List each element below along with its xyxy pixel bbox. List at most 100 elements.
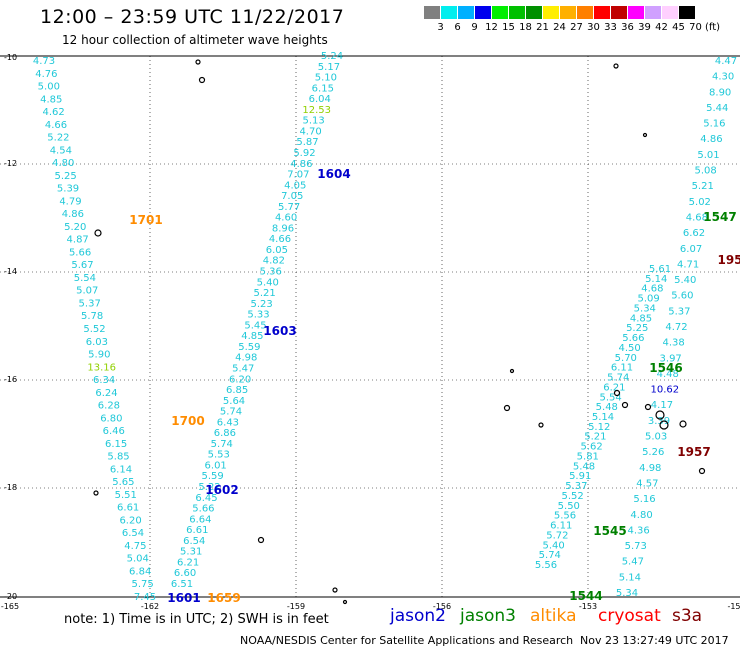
swh-value: 5.74 (539, 550, 561, 561)
swh-value: 4.17 (651, 400, 673, 411)
swh-value: 4.85 (241, 331, 263, 342)
swh-value: 5.21 (584, 432, 606, 443)
colorbar-swatch (424, 6, 441, 19)
legend-jason2: jason2 (390, 606, 446, 626)
swh-value: 4.79 (59, 196, 81, 207)
island-outline (509, 368, 515, 374)
swh-value: 4.68 (686, 212, 708, 223)
colorbar-swatch (628, 6, 645, 19)
island-outline (198, 76, 206, 84)
swh-value: 5.14 (645, 274, 667, 285)
latitude-label: -12 (4, 159, 17, 168)
colorbar-label: 15 (502, 22, 515, 33)
swh-value: 5.90 (88, 350, 110, 361)
legend-s3a: s3a (672, 606, 703, 626)
swh-value: 5.26 (642, 447, 664, 458)
swh-value: 6.15 (312, 83, 334, 94)
swh-value: 5.59 (201, 471, 223, 482)
swh-value: 3.39 (648, 416, 670, 427)
swh-value: 6.15 (105, 439, 127, 450)
colorbar-label: 70 (689, 22, 702, 33)
swh-value: 6.24 (95, 388, 117, 399)
swh-value: 5.22 (198, 482, 220, 493)
swh-value: 5.36 (260, 267, 282, 278)
island-outline (698, 467, 706, 475)
pass-label: 1546 (649, 361, 682, 375)
swh-value: 4.70 (299, 126, 321, 137)
swh-value: 5.09 (637, 294, 659, 305)
chart-title: 12:00 – 23:59 UTC 11/22/2017 (40, 6, 345, 28)
colorbar-label: 12 (485, 22, 498, 33)
swh-value: 5.13 (302, 116, 324, 127)
swh-value: 5.52 (83, 324, 105, 335)
swh-value: 5.04 (127, 554, 149, 565)
swh-value: 5.25 (55, 171, 77, 182)
swh-value: 5.16 (633, 494, 655, 505)
swh-value: 5.87 (296, 137, 318, 148)
colorbar-label: 24 (553, 22, 566, 33)
swh-value: 6.43 (217, 417, 239, 428)
pass-label: 1957 (677, 445, 710, 459)
pass-label: 1701 (129, 213, 162, 227)
swh-value: 3.97 (660, 353, 682, 364)
swh-value: 6.11 (550, 521, 572, 532)
swh-value: 5.59 (238, 342, 260, 353)
colorbar-swatch (611, 6, 628, 19)
swh-value: 5.47 (622, 557, 644, 568)
swh-value: 6.21 (603, 382, 625, 393)
swh-value: 5.72 (546, 530, 568, 541)
swh-value: 6.03 (86, 337, 108, 348)
swh-value: 4.82 (263, 256, 285, 267)
swh-value: 5.21 (692, 181, 714, 192)
island-outline (93, 490, 99, 496)
swh-value: 5.66 (69, 247, 91, 258)
pass-label: 1547 (703, 210, 736, 224)
colorbar-swatch (679, 6, 696, 19)
latitude-label: -10 (4, 53, 17, 62)
swh-value: 4.80 (52, 158, 74, 169)
swh-value: 4.68 (641, 284, 663, 295)
chart-subtitle: 12 hour collection of altimeter wave hei… (62, 33, 328, 47)
colorbar-label: 39 (638, 22, 651, 33)
swh-value: 5.48 (573, 461, 595, 472)
swh-value: 5.67 (71, 260, 93, 271)
island-outline (195, 59, 201, 65)
colorbar-swatch (543, 6, 560, 19)
swh-value: 6.04 (309, 94, 331, 105)
island-outline (613, 63, 619, 69)
swh-value: 4.71 (677, 259, 699, 270)
swh-value: 5.77 (278, 202, 300, 213)
colorbar-label: 33 (604, 22, 617, 33)
swh-value: 7.05 (281, 191, 303, 202)
swh-value: 6.61 (117, 503, 139, 514)
swh-value: 6.01 (205, 460, 227, 471)
swh-value: 5.74 (220, 407, 242, 418)
swh-value: 5.17 (318, 62, 340, 73)
island-outline (679, 420, 687, 428)
swh-value: 4.36 (628, 525, 650, 536)
swh-value: 8.96 (272, 223, 294, 234)
swh-value: 4.87 (67, 235, 89, 246)
swh-value: 4.05 (284, 180, 306, 191)
swh-value: 5.53 (208, 450, 230, 461)
latitude-label: -18 (4, 483, 17, 492)
longitude-label: -15 (727, 602, 740, 611)
swh-value: 5.21 (254, 288, 276, 299)
swh-value: 5.64 (223, 396, 245, 407)
swh-value: 6.28 (98, 401, 120, 412)
swh-value: 5.81 (577, 451, 599, 462)
colorbar-swatch (526, 6, 543, 19)
swh-value: 5.12 (588, 422, 610, 433)
swh-value: 12.53 (302, 105, 331, 116)
colorbar-label: 36 (621, 22, 634, 33)
swh-value: 6.54 (183, 536, 205, 547)
swh-value: 6.45 (195, 493, 217, 504)
swh-value: 6.34 (93, 375, 115, 386)
swh-value: 5.92 (293, 148, 315, 159)
footer-note: note: 1) Time is in UTC; 2) SWH is in fe… (64, 612, 329, 627)
swh-value: 5.45 (244, 320, 266, 331)
timestamp: Nov 23 13:27:49 UTC 2017 (580, 634, 729, 647)
swh-value: 5.56 (554, 511, 576, 522)
swh-value: 4.80 (630, 510, 652, 521)
swh-value: 5.16 (703, 119, 725, 130)
